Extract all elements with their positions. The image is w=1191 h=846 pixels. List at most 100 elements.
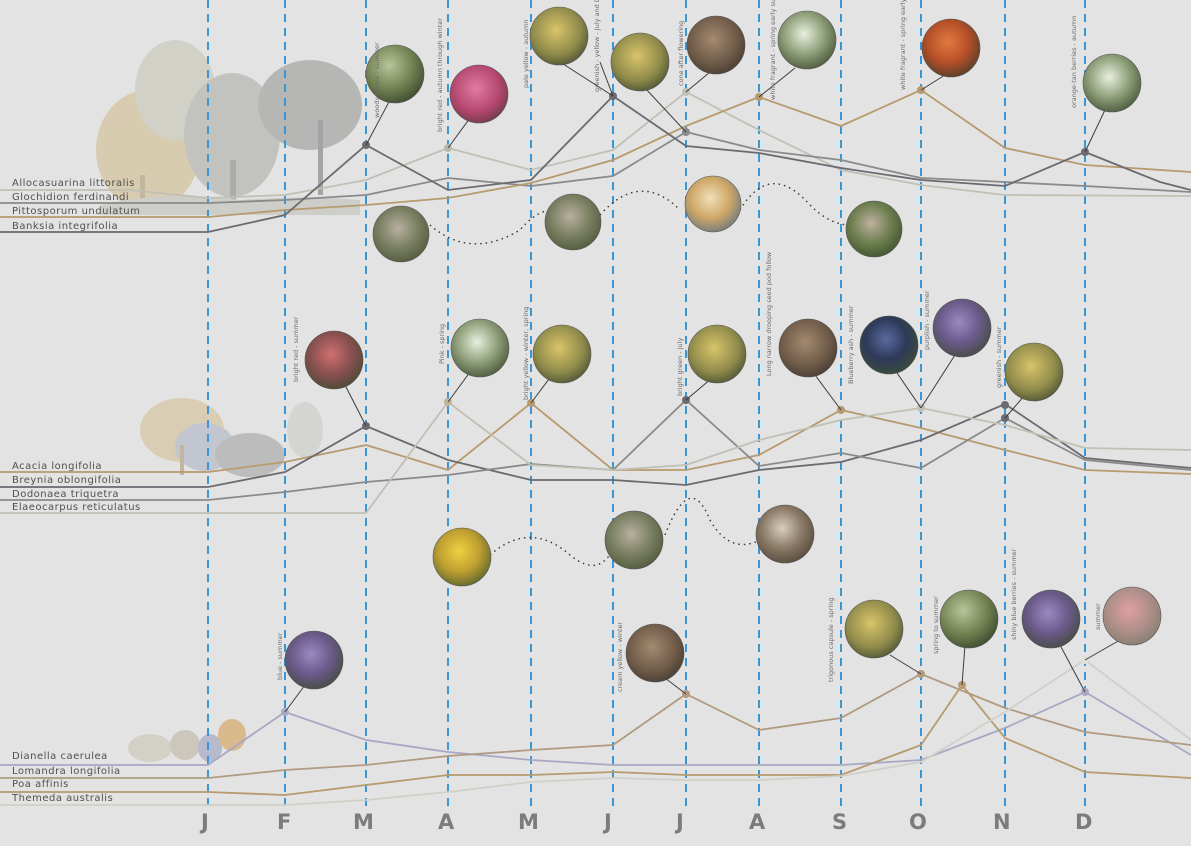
image-white-fragrant-1: [777, 10, 837, 70]
annotation-text: cone after flowering: [677, 21, 685, 86]
fauna-paths: [429, 183, 851, 567]
species-label: Poa affinis: [12, 779, 69, 790]
annotation-text: bright green - july: [676, 338, 684, 396]
annotations-middle: bright red - summer Pink - spring bright…: [292, 251, 1003, 400]
connectors-top: [365, 61, 1106, 153]
line-dianella: [0, 690, 1191, 766]
annotation-text: summer: [1094, 603, 1102, 630]
annotations-bottom: blue - summer cream yellow - winter trig…: [276, 548, 1102, 692]
annotation-text: shiny blue berries - summer: [1010, 548, 1018, 640]
line-breynia: [0, 402, 1191, 488]
image-cone-after-flowering: [686, 15, 746, 75]
species-label: Elaeocarpus reticulatus: [12, 502, 141, 513]
month-label: M: [518, 810, 539, 834]
fauna-images-top: [372, 175, 903, 263]
image-bright-yellow-flower: [532, 324, 592, 384]
image-orange-berries: [921, 18, 981, 78]
image-banksia-cone: [529, 6, 589, 66]
image-bright-red-flower: [449, 64, 509, 124]
species-label: Acacia longifolia: [12, 461, 103, 472]
plant-images-bottom: [284, 586, 1162, 690]
image-lizard: [755, 504, 815, 564]
image-blue-flower: [284, 630, 344, 690]
shrub-silhouettes-bottom: [128, 719, 246, 762]
line-themeda: [0, 658, 1191, 806]
flowering-lines-middle: [0, 398, 1191, 514]
line-allocasuarina: [0, 90, 1191, 199]
line-glochidion: [0, 131, 1191, 204]
image-spring-summer-grass: [939, 589, 999, 649]
image-cream-yellow-flower: [625, 623, 685, 683]
image-greenish-yellow-flower: [610, 32, 670, 92]
image-summer-grass: [1102, 586, 1162, 646]
species-label: Dodonaea triquetra: [12, 489, 120, 500]
annotation-text: bright red - summer: [292, 316, 300, 382]
flowering-lines-bottom: [0, 658, 1191, 806]
annotation-text: white fragrant - spring early summer: [899, 0, 907, 90]
image-bird-2: [544, 193, 602, 251]
image-greenish-flower: [1004, 342, 1064, 402]
species-label: Dianella caerulea: [12, 751, 108, 762]
connectors-bottom: [284, 639, 1121, 713]
annotation-text: woody cones - summer: [373, 42, 381, 118]
annotation-text: pale yellow - autumn: [522, 20, 530, 88]
image-woody-cones: [365, 44, 425, 104]
annotation-text: Long narrow drooping seed pod follow: [765, 251, 773, 376]
image-bird-3: [604, 510, 664, 570]
line-pittosporum: [0, 88, 1191, 218]
annotation-text: purplish - summer: [923, 290, 931, 350]
species-label: Allocasuarina littoralis: [12, 178, 135, 189]
species-label: Breynia oblongifolia: [12, 475, 122, 486]
image-butterfly: [684, 175, 742, 233]
image-bright-red-berries: [304, 330, 364, 390]
image-snail: [845, 200, 903, 258]
species-label: Banksia integrifolia: [12, 221, 119, 232]
species-label: Themeda australis: [12, 793, 114, 804]
annotation-text: bright red - autumn through winter: [436, 18, 444, 132]
month-label: M: [353, 810, 374, 834]
annotation-text: bright yellow - winter, spring: [522, 306, 530, 400]
image-bee: [432, 527, 492, 587]
species-label: Glochidion ferdinandi: [12, 192, 130, 203]
annotation-text: Blueberry ash - summer: [847, 305, 855, 384]
month-label: A: [438, 810, 455, 834]
species-label: Lomandra longifolia: [12, 766, 121, 777]
month-label: J: [604, 810, 612, 834]
fauna-images-middle: [432, 504, 815, 587]
month-label: O: [909, 810, 927, 834]
annotation-text: orange-tan berries - autumn: [1070, 16, 1078, 108]
image-purplish-flower: [932, 298, 992, 358]
annotation-text: trigonous capsule - spring: [827, 597, 835, 682]
tree-silhouettes-middle: [140, 398, 323, 477]
image-blueberry-ash: [859, 315, 919, 375]
month-label: S: [832, 810, 848, 834]
line-dodonaea: [0, 398, 1191, 501]
annotation-text: spring to summer: [932, 596, 940, 654]
month-label: J: [676, 810, 684, 834]
line-elaeocarpus: [0, 400, 1191, 514]
month-label: J: [201, 810, 209, 834]
plant-images-middle: [304, 298, 1064, 402]
annotations-top: woody cones - summer bright red - autumn…: [373, 0, 1078, 132]
month-label: N: [993, 810, 1011, 834]
month-label: F: [277, 810, 292, 834]
image-shiny-blue-berries: [1021, 589, 1081, 649]
annotation-text: greenish - summer: [995, 326, 1003, 388]
image-seed-pods: [778, 318, 838, 378]
plant-images-top: [365, 6, 1142, 124]
line-acacia: [0, 401, 1191, 475]
image-bright-green-fruit: [687, 324, 747, 384]
line-lomandra: [0, 673, 1191, 779]
month-label: A: [749, 810, 766, 834]
annotation-text: blue - summer: [276, 632, 284, 680]
line-banksia: [0, 94, 1191, 233]
annotation-text: white fragrant - spring early summer: [769, 0, 777, 100]
annotation-text: Pink - spring: [438, 324, 446, 364]
image-trigonous-capsule: [844, 599, 904, 659]
month-label: D: [1075, 810, 1093, 834]
image-pink-flower: [450, 318, 510, 378]
image-bird-1: [372, 205, 430, 263]
flowering-lines-top: [0, 88, 1191, 233]
